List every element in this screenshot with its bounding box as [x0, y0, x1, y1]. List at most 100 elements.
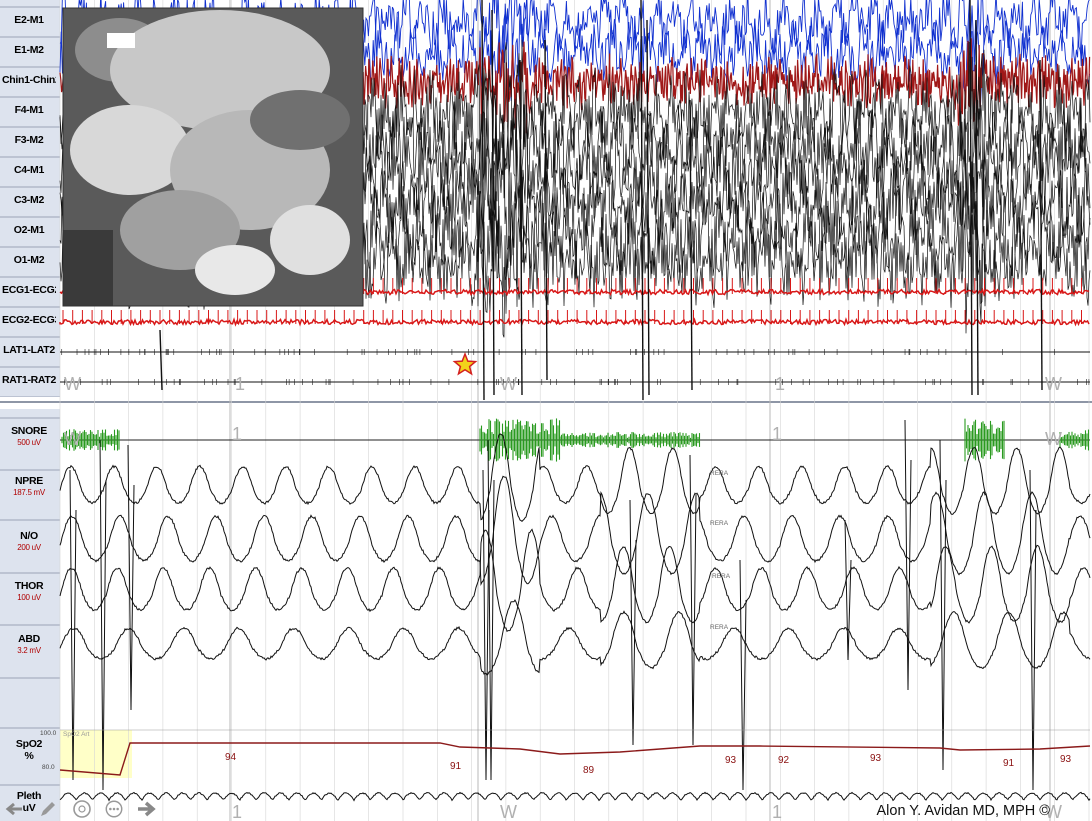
- rera-event-label: RERA: [710, 470, 729, 477]
- movement-artifact: [481, 0, 485, 401]
- trace-ecg2-baseline: [59, 317, 1090, 327]
- channel-label-chin: Chin1-Chin2: [2, 74, 56, 86]
- channel-name: THOR: [14, 580, 44, 592]
- trace-spo2: [59, 742, 1091, 776]
- movement-artifact: [519, 59, 523, 396]
- sleep-stage-marker: W: [64, 374, 81, 394]
- respiratory-deflection: [904, 419, 912, 691]
- video-frame-shape: [70, 105, 190, 195]
- respiratory-deflection: [689, 454, 697, 746]
- rera-event-label: RERA: [710, 624, 729, 631]
- video-frame-shape: [250, 90, 350, 150]
- channel-label-snore: SNORE 500 uV: [2, 425, 56, 447]
- respiratory-deflection: [844, 519, 852, 661]
- channel-label-e1-m2: E1-M2: [14, 44, 44, 56]
- rera-event-label: RERA: [710, 520, 729, 527]
- sleep-stage-marker: W: [1045, 802, 1062, 821]
- movement-artifact: [975, 19, 979, 396]
- channel-label-thor: THOR 100 uV: [2, 580, 56, 602]
- channel-unit: %: [24, 750, 34, 762]
- channel-name: SNORE: [11, 425, 47, 437]
- spo2-value: 92: [778, 755, 790, 766]
- respiratory-deflection: [482, 469, 490, 781]
- label-panel: [0, 0, 60, 821]
- movement-artifact: [640, 0, 644, 401]
- movement-artifact: [491, 9, 495, 396]
- credit-text: Alon Y. Avidan MD, MPH ©: [876, 803, 1051, 819]
- trace-no: [59, 475, 1091, 587]
- channel-label-c3-m2: C3-M2: [13, 194, 44, 206]
- channel-name: ABD: [18, 633, 40, 645]
- spo2-value: 89: [583, 765, 595, 776]
- respiratory-deflection: [629, 499, 637, 746]
- spo2-value: 91: [450, 761, 462, 772]
- pencil-icon[interactable]: [38, 799, 58, 819]
- video-frame-shape: [120, 190, 240, 270]
- spo2-scale-max: 100.0: [40, 730, 57, 737]
- sleep-stage-marker: 1: [772, 424, 782, 444]
- respiratory-deflection: [487, 439, 495, 781]
- spo2-value: 93: [1060, 754, 1072, 765]
- spo2-value: 93: [870, 753, 882, 764]
- spo2-value: 91: [1003, 758, 1015, 769]
- channel-name: Pleth: [16, 790, 42, 802]
- channel-sensitivity: 200 uV: [17, 543, 41, 552]
- channel-label-o2-m1: O2-M1: [13, 224, 45, 236]
- spo2-value: 93: [725, 755, 737, 766]
- channel-name: NPRE: [15, 475, 43, 487]
- respiratory-deflection: [739, 559, 747, 791]
- channel-name: N/O: [20, 530, 38, 542]
- channel-label-o1-m2: O1-M2: [13, 254, 45, 266]
- sleep-stage-marker: 1: [232, 424, 242, 444]
- spo2-artifact-highlight: [60, 730, 132, 778]
- movement-artifact: [969, 0, 973, 396]
- zoom-icon[interactable]: [72, 799, 92, 819]
- respiratory-deflection: [1029, 469, 1037, 791]
- sleep-stage-marker: 1: [772, 802, 782, 821]
- face-mask: [107, 33, 135, 48]
- spo2-value: 94: [225, 752, 237, 763]
- channel-sensitivity: 500 uV: [17, 438, 41, 447]
- video-frame-shape: [195, 245, 275, 295]
- channel-label-f4-m1: F4-M1: [14, 104, 44, 116]
- trace-thor: [59, 528, 1091, 633]
- channel-label-pleth: Pleth uV: [2, 790, 56, 814]
- channel-unit: uV: [22, 802, 36, 814]
- spo2-artifact-label: SpO2 Art: [63, 731, 90, 738]
- sleep-stage-marker: 1: [232, 802, 242, 821]
- sleep-stage-marker: W: [1045, 429, 1062, 449]
- channel-label-spo2: SpO2%: [2, 738, 56, 762]
- movement-artifact: [159, 329, 163, 391]
- respiratory-deflection: [69, 469, 77, 781]
- video-frame-border: [62, 7, 364, 307]
- channel-name: SpO2: [15, 738, 43, 750]
- channel-label-ecg2-ecg3: ECG2-ECG3: [2, 314, 56, 326]
- movement-artifact: [544, 39, 548, 381]
- video-icon[interactable]: [104, 799, 124, 819]
- trace-abd: [59, 599, 1091, 677]
- channel-label-no: N/O 200 uV: [2, 530, 56, 552]
- sleep-stage-marker: 1: [775, 374, 785, 394]
- channel-sensitivity: 3.2 mV: [17, 646, 41, 655]
- channel-label-lat: LAT1-LAT2: [3, 344, 55, 356]
- channel-label-abd: ABD 3.2 mV: [2, 633, 56, 655]
- video-frame-shape: [270, 205, 350, 275]
- channel-label-rat: RAT1-RAT2: [2, 374, 56, 386]
- event-star-marker: [452, 351, 478, 376]
- channel-label-c4-m1: C4-M1: [13, 164, 44, 176]
- trace-npre: [59, 433, 1091, 522]
- channel-sensitivity: 187.5 mV: [13, 488, 45, 497]
- spo2-scale-min: 80.0: [42, 764, 55, 771]
- video-frame-shape: [63, 230, 113, 306]
- movement-artifact: [689, 99, 693, 391]
- respiratory-deflection: [127, 444, 135, 711]
- back-arrow-icon[interactable]: [4, 799, 24, 819]
- channel-label-f3-m2: F3-M2: [14, 134, 44, 146]
- trace-pleth: [59, 791, 1091, 802]
- channel-label-npre: NPRE 187.5 mV: [2, 475, 56, 497]
- respiratory-deflection: [99, 439, 107, 791]
- next-arrow-icon[interactable]: [136, 799, 156, 819]
- sleep-stage-marker: 1: [235, 374, 245, 394]
- channel-label-e2-m1: E2-M1: [14, 14, 44, 26]
